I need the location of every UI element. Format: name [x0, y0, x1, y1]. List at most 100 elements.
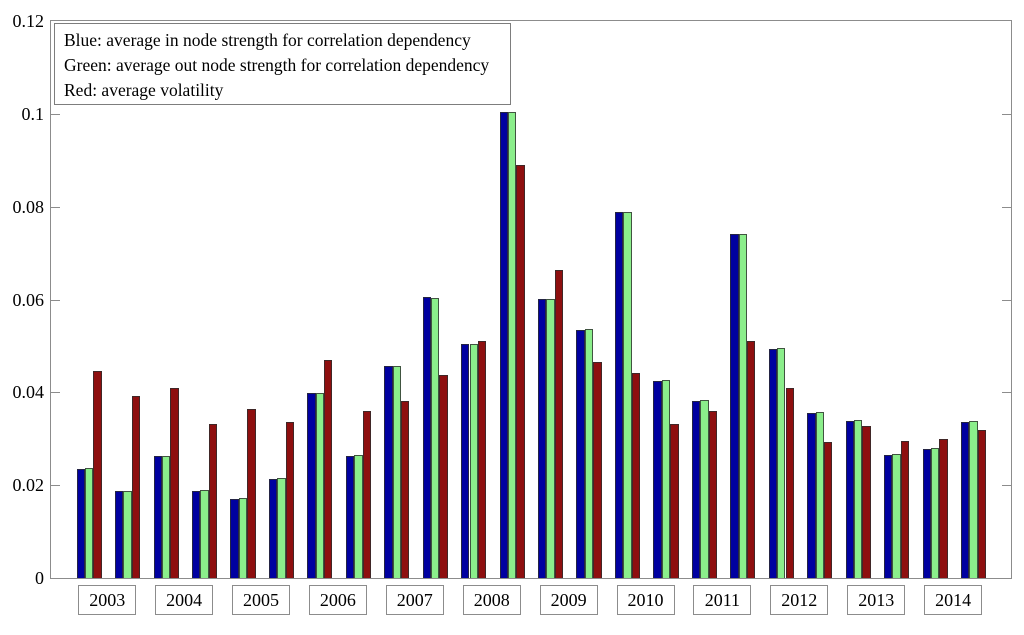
bar-green-17 — [700, 400, 709, 578]
bar-green-19 — [777, 347, 786, 578]
bar-green-5 — [238, 498, 248, 578]
bar-red-17 — [708, 411, 717, 578]
bar-blue-23 — [922, 448, 931, 578]
bar-red-8 — [362, 411, 371, 578]
bar-blue-9 — [384, 366, 393, 578]
bar-red-11 — [477, 341, 487, 578]
bar-blue-19 — [768, 348, 778, 578]
bar-green-3 — [161, 455, 171, 578]
y-axis-tick-left — [51, 299, 60, 301]
y-tick-label: 0.04 — [12, 382, 45, 403]
bar-green-9 — [392, 365, 401, 578]
x-axis-year-label-2012: 2012 — [770, 585, 829, 615]
x-axis-year-label-2006: 2006 — [308, 585, 367, 615]
bar-red-1 — [93, 371, 102, 578]
y-tick-label: 0 — [35, 568, 44, 588]
bar-red-10 — [439, 374, 448, 578]
bar-green-8 — [354, 455, 363, 578]
bar-blue-1 — [76, 468, 85, 578]
bar-blue-5 — [230, 498, 239, 578]
legend-line-red: Red: average volatility — [64, 80, 224, 100]
bar-green-6 — [277, 478, 286, 578]
x-axis-year-label-2013: 2013 — [847, 585, 906, 615]
legend-line-green: Green: average out node strength for cor… — [64, 55, 490, 75]
y-axis-tick-left — [51, 113, 60, 115]
y-tick-label: 0.02 — [12, 475, 45, 496]
legend-box: Blue: average in node strength for corre… — [54, 23, 511, 105]
bar-red-7 — [324, 360, 333, 578]
bar-green-7 — [315, 393, 325, 578]
y-tick-label: 0.12 — [12, 11, 45, 31]
y-axis-tick-right — [1002, 113, 1011, 115]
y-axis-tick-right — [1002, 485, 1011, 487]
plot-area — [50, 20, 1012, 579]
bar-green-18 — [738, 234, 748, 578]
x-axis-year-label-2009: 2009 — [539, 585, 598, 615]
bar-blue-2 — [115, 491, 124, 578]
bar-red-19 — [785, 388, 794, 578]
bar-blue-20 — [807, 413, 816, 578]
bar-green-22 — [892, 454, 901, 578]
bar-green-2 — [123, 490, 132, 578]
bar-green-4 — [200, 490, 209, 578]
bar-red-20 — [823, 442, 833, 578]
y-tick-label: 0.08 — [12, 196, 45, 217]
bar-blue-11 — [461, 343, 470, 578]
bar-green-24 — [969, 420, 978, 578]
bar-blue-15 — [614, 212, 624, 578]
x-axis-year-label-2007: 2007 — [385, 585, 444, 615]
bar-red-24 — [977, 430, 987, 578]
bar-red-13 — [554, 269, 564, 578]
y-axis-tick-right — [1002, 299, 1011, 301]
y-axis-tick-right — [1002, 206, 1011, 208]
legend-line-blue: Blue: average in node strength for corre… — [64, 30, 471, 50]
x-axis-year-label-2014: 2014 — [924, 585, 983, 615]
bar-red-21 — [862, 426, 871, 578]
bar-green-16 — [661, 379, 671, 578]
x-axis-year-label-2004: 2004 — [155, 585, 214, 615]
bar-green-21 — [854, 420, 863, 578]
bar-green-11 — [469, 344, 478, 578]
bar-red-4 — [208, 424, 218, 578]
bar-blue-24 — [960, 421, 970, 578]
bar-green-1 — [85, 468, 94, 578]
bar-green-10 — [431, 297, 440, 578]
bar-green-13 — [546, 298, 555, 578]
bar-blue-17 — [691, 401, 701, 578]
bar-blue-10 — [422, 297, 432, 578]
y-axis-tick-left — [51, 392, 60, 394]
bar-red-14 — [593, 362, 602, 578]
bar-blue-18 — [730, 234, 739, 578]
bar-green-23 — [930, 448, 940, 578]
bar-red-22 — [900, 441, 910, 578]
bar-blue-12 — [499, 111, 508, 578]
bar-red-16 — [670, 424, 679, 578]
bar-red-15 — [631, 373, 641, 578]
bar-green-14 — [584, 329, 594, 578]
bar-blue-3 — [153, 456, 162, 578]
bar-blue-14 — [576, 329, 585, 578]
bar-blue-7 — [307, 392, 316, 578]
y-tick-label: 0.06 — [12, 289, 45, 310]
y-tick-label: 0.1 — [21, 103, 45, 124]
bar-blue-8 — [345, 456, 355, 578]
bar-red-2 — [131, 396, 141, 578]
bar-red-3 — [170, 388, 179, 578]
bar-red-12 — [516, 164, 525, 578]
bar-green-20 — [815, 412, 824, 578]
bar-blue-13 — [538, 299, 547, 578]
bar-blue-21 — [845, 421, 854, 578]
x-axis-year-label-2003: 2003 — [78, 585, 137, 615]
bar-red-6 — [285, 422, 295, 578]
bar-green-12 — [507, 111, 517, 578]
x-axis-year-label-2008: 2008 — [462, 585, 521, 615]
bar-blue-16 — [653, 381, 662, 578]
bar-red-5 — [247, 408, 256, 578]
bar-red-18 — [747, 341, 756, 578]
y-axis-tick-left — [51, 206, 60, 208]
bar-blue-6 — [268, 478, 278, 578]
x-axis-year-label-2010: 2010 — [616, 585, 675, 615]
bar-red-23 — [939, 439, 948, 578]
x-axis-year-label-2011: 2011 — [693, 585, 752, 615]
